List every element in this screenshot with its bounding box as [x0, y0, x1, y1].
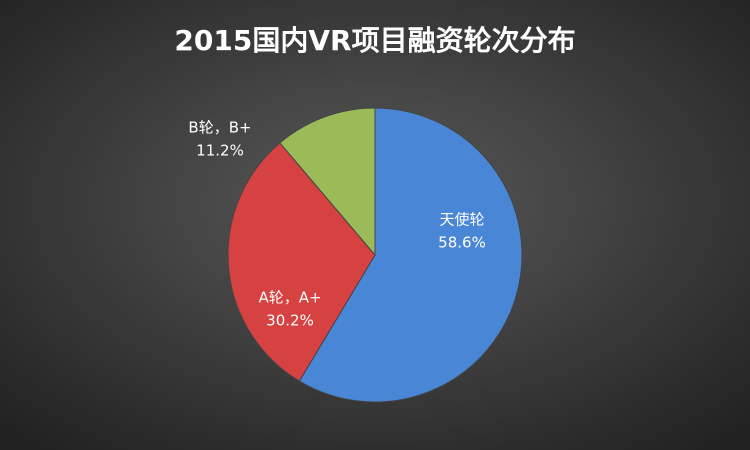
slice-label: A轮，A+: [258, 289, 321, 307]
pie-slice: [227, 142, 376, 382]
value-label: 11.2%: [196, 142, 244, 160]
slice-label: 天使轮: [439, 211, 484, 229]
pie-slice: [298, 107, 523, 403]
slice-label: B轮，B+: [188, 119, 251, 137]
chart-title: 2015国内VR项目融资轮次分布: [174, 24, 575, 57]
value-label: 30.2%: [266, 312, 314, 330]
pie-slice: [279, 107, 376, 257]
value-label: 58.6%: [438, 234, 486, 252]
